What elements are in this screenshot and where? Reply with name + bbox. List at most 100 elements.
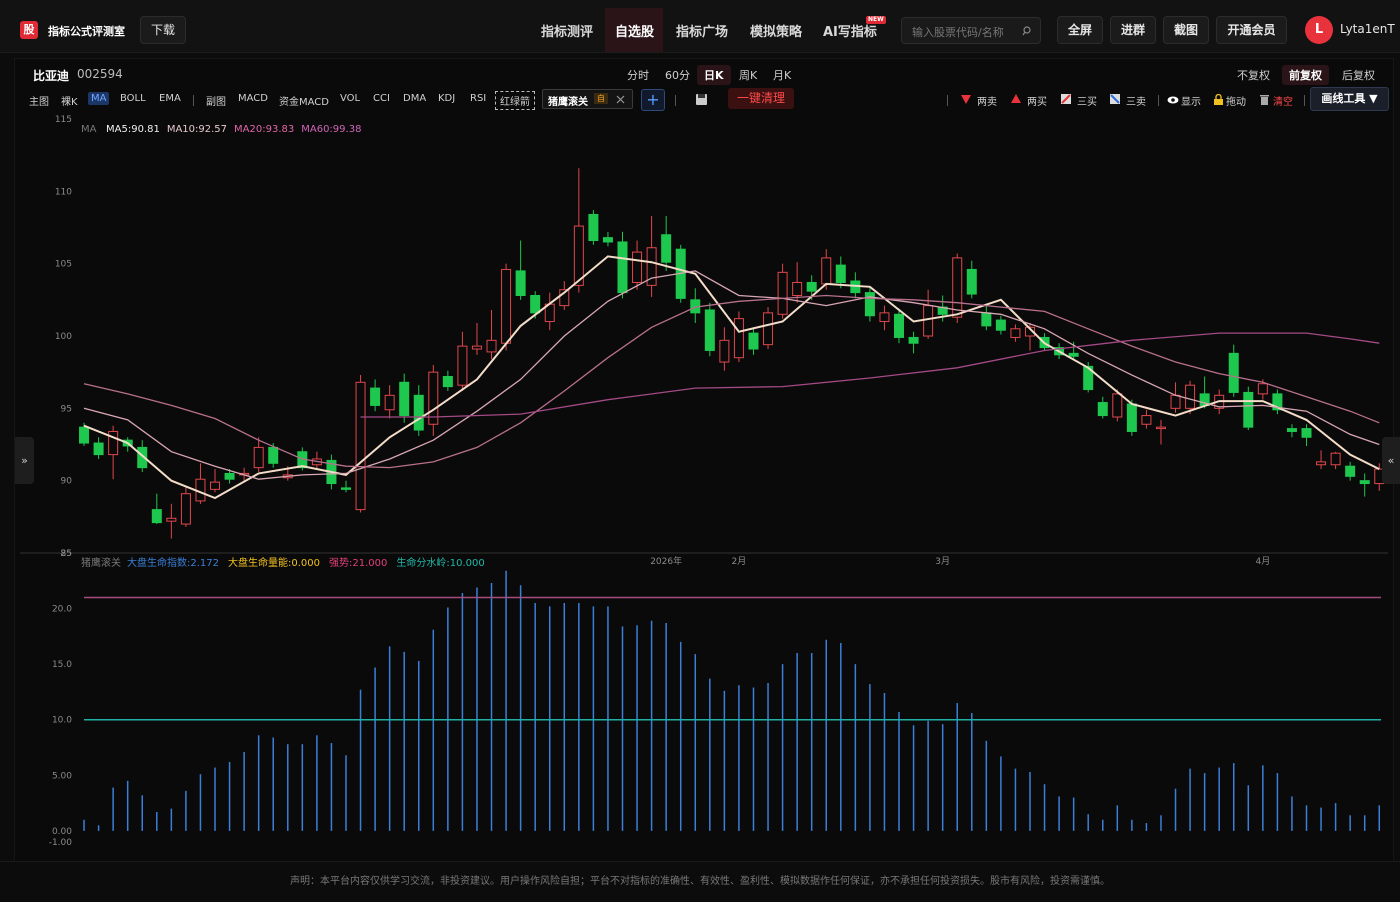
footer: 声明：本平台内容仅供学习交流，非投资建议。用户操作风险自担；平台不对指标的准确性… <box>0 861 1400 901</box>
candle-body <box>704 309 715 351</box>
y-tick-label: -1.00 <box>49 838 73 848</box>
tag-name: 猪鹰滚关 <box>548 97 588 108</box>
candle-body <box>1126 403 1137 432</box>
username[interactable]: Lyta1enT <box>1340 22 1395 36</box>
candle-body <box>457 345 468 386</box>
logo[interactable]: 股 <box>20 21 38 39</box>
vip-button[interactable]: 开通会员 <box>1216 16 1287 44</box>
candle-body <box>792 281 803 296</box>
candle-body <box>1330 452 1341 466</box>
main-indicator[interactable]: BOLL <box>120 93 146 104</box>
adjust-option[interactable]: 后复权 <box>1342 69 1375 82</box>
y-tick-label: 105 <box>55 260 72 270</box>
sub-indicator[interactable]: MACD <box>238 93 268 104</box>
clear-button[interactable]: 一键清理 <box>728 88 794 109</box>
candle-body <box>1257 383 1268 395</box>
indicator-legend: 大盘生命指数:2.172 <box>127 556 219 569</box>
save-icon[interactable] <box>695 93 708 106</box>
sub-label: 副图 <box>206 97 226 108</box>
divider <box>947 95 948 106</box>
candle-body <box>93 442 104 456</box>
main-indicator[interactable]: EMA <box>159 93 181 104</box>
nav-item[interactable]: 自选股 <box>615 25 655 40</box>
top-bar: 股 指标公式评测室 下载 指标测评 自选股 指标广场 模拟策略 AI写指标 NE… <box>0 0 1400 53</box>
y-tick-label: 20.0 <box>52 605 72 615</box>
fullscreen-button[interactable]: 全屏 <box>1057 16 1103 44</box>
sub-indicator[interactable]: 红绿箭 <box>495 91 535 110</box>
y-tick-label: 90 <box>61 477 73 487</box>
expand-right[interactable]: « <box>1382 437 1400 484</box>
sub-indicator[interactable]: CCI <box>373 93 390 104</box>
x-tick-label: 2月 <box>732 556 747 567</box>
main-indicator-active[interactable]: MA <box>88 92 110 105</box>
stock-code: 002594 <box>77 67 123 81</box>
sub-indicator[interactable]: DMA <box>403 93 427 104</box>
avatar[interactable]: L <box>1305 16 1333 44</box>
nav-item[interactable]: 指标测评 <box>541 25 594 40</box>
ma-line <box>83 255 1380 500</box>
candle-body <box>1024 326 1035 337</box>
candle-body <box>763 312 774 346</box>
candle-body <box>573 225 584 286</box>
new-badge: NEW <box>866 16 886 24</box>
sub-indicator[interactable]: VOL <box>340 93 361 104</box>
brand[interactable]: 指标公式评测室 <box>48 25 125 38</box>
candle-body <box>1345 465 1356 477</box>
nav-item[interactable]: 模拟策略 <box>750 25 803 40</box>
add-indicator[interactable]: + <box>641 89 665 111</box>
signal-toggle[interactable]: 两买 <box>1027 97 1047 108</box>
screenshot-button[interactable]: 截图 <box>1163 16 1209 44</box>
period-active[interactable]: 日K <box>697 65 731 85</box>
y-tick-label: 5.00 <box>52 771 72 781</box>
search-placeholder: 输入股票代码/名称 <box>912 26 1004 39</box>
candle-body <box>442 376 453 388</box>
period[interactable]: 周K <box>739 69 758 82</box>
download-button[interactable]: 下载 <box>140 16 186 44</box>
stock-name: 比亚迪 <box>33 69 70 83</box>
trash-icon <box>1260 95 1269 105</box>
search-box[interactable]: 输入股票代码/名称 <box>901 17 1041 44</box>
y-tick-label: 110 <box>55 187 72 197</box>
nav-item[interactable]: 指标广场 <box>676 25 729 40</box>
signal-toggle[interactable]: 三买 <box>1077 97 1097 108</box>
period[interactable]: 分时 <box>627 69 649 82</box>
show-toggle[interactable]: 显示 <box>1181 97 1201 108</box>
signal-toggle[interactable]: 三卖 <box>1126 97 1146 108</box>
drag-toggle[interactable]: 拖动 <box>1226 97 1246 108</box>
indicator-tag[interactable]: 猪鹰滚关 自 <box>542 89 633 109</box>
candle-body <box>1083 365 1094 391</box>
signal-toggle[interactable]: 两卖 <box>977 97 997 108</box>
nav-active-bg <box>605 8 663 52</box>
sub-indicator[interactable]: 资金MACD <box>279 97 329 108</box>
main-indicator[interactable]: 裸K <box>61 97 78 108</box>
candle-body <box>515 270 526 296</box>
period[interactable]: 月K <box>773 69 792 82</box>
sub-indicator[interactable]: KDJ <box>438 93 456 104</box>
candle-body <box>486 339 497 353</box>
search-icon <box>1022 26 1031 36</box>
tag-close[interactable] <box>616 95 625 104</box>
nav-item[interactable]: AI写指标 <box>823 25 877 40</box>
expand-left[interactable]: » <box>15 437 34 484</box>
candle-body <box>370 387 381 406</box>
candle-body <box>1155 426 1166 430</box>
candle-body <box>981 312 992 327</box>
sell-icon <box>961 95 971 104</box>
adjust-option[interactable]: 不复权 <box>1237 69 1270 82</box>
candle-body <box>894 313 905 338</box>
candle-body <box>1272 393 1283 411</box>
candle-body <box>224 472 235 480</box>
indicator-legend: 生命分水岭:10.000 <box>396 556 484 569</box>
draw-tools[interactable]: 画线工具 ▼ <box>1310 87 1389 111</box>
sub-indicator[interactable]: RSI <box>470 93 487 104</box>
candle-body <box>588 213 599 242</box>
adjust-active[interactable]: 前复权 <box>1282 65 1329 85</box>
clear-signals[interactable]: 清空 <box>1273 97 1293 108</box>
candle-body <box>719 339 730 363</box>
y-tick-label: 25 <box>61 549 72 559</box>
buy-icon <box>1011 94 1021 103</box>
group-button[interactable]: 进群 <box>1110 16 1156 44</box>
candle-body <box>733 318 744 359</box>
period[interactable]: 60分 <box>665 69 690 82</box>
